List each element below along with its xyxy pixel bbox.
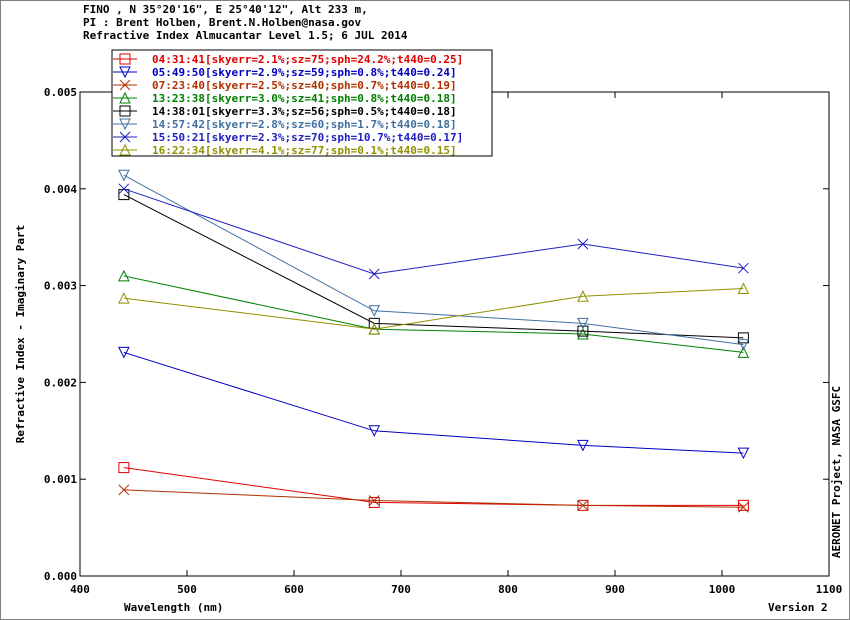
data-point-marker	[118, 292, 130, 304]
y-axis-label: Refractive Index - Imaginary Part	[14, 225, 27, 444]
legend-label: 16:22:34[skyerr=4.1%;sz=77;sph=0.1%;t440…	[152, 144, 457, 157]
data-point-marker	[737, 339, 750, 351]
data-point-marker	[118, 462, 130, 474]
data-point-marker	[577, 317, 589, 330]
data-point-marker	[737, 499, 749, 511]
x-tick-label: 900	[605, 583, 625, 596]
data-point-marker	[118, 169, 130, 182]
legend-entry: 04:31:41[skyerr=2.1%;sz=75;sph=24.2%;t44…	[113, 53, 463, 66]
legend-marker	[119, 91, 131, 104]
legend-label: 14:57:42[skyerr=2.8%;sz=60;sph=1.7%;t440…	[152, 118, 457, 131]
series-7	[118, 183, 749, 280]
legend: 04:31:41[skyerr=2.1%;sz=75;sph=24.2%;t44…	[111, 49, 493, 157]
data-point-marker	[577, 327, 589, 340]
data-point-marker	[118, 183, 130, 195]
y-tick-label: 0.000	[44, 570, 77, 583]
legend-label: 13:23:38[skyerr=3.0%;sz=41;sph=0.8%;t440…	[152, 92, 457, 105]
data-point-marker	[577, 439, 589, 452]
data-point-marker	[118, 189, 130, 201]
legend-entry: 14:57:42[skyerr=2.8%;sz=60;sph=1.7%;t440…	[113, 118, 457, 131]
version-text: Version 2	[768, 601, 828, 614]
legend-marker	[119, 105, 131, 117]
x-tick-label: 500	[177, 583, 197, 596]
data-point-marker	[577, 290, 589, 302]
data-point-marker	[118, 484, 130, 496]
series-2	[118, 346, 750, 460]
header-pi-line: PI : Brent Holben, Brent.N.Holben@nasa.g…	[83, 16, 362, 29]
data-point-marker	[368, 305, 381, 317]
x-axis-label: Wavelength (nm)	[124, 601, 223, 614]
legend-entry: 07:23:40[skyerr=2.5%;sz=40;sph=0.7%;t440…	[113, 79, 457, 92]
data-point-marker	[738, 262, 749, 274]
legend-box	[111, 49, 493, 157]
y-tick-label: 0.004	[44, 183, 77, 196]
series-layer	[118, 169, 750, 513]
y-tick-label: 0.003	[44, 280, 77, 293]
legend-label: 14:38:01[skyerr=3.3%;sz=56;sph=0.5%;t440…	[152, 105, 457, 118]
data-point-marker	[577, 325, 589, 337]
series-line	[123, 275, 744, 353]
legend-marker	[119, 53, 131, 65]
legend-label: 05:49:50[skyerr=2.9%;sz=59;sph=0.8%;t440…	[152, 66, 457, 79]
x-tick-label: 1000	[709, 583, 736, 596]
y-tick-label: 0.002	[44, 376, 77, 389]
x-tick-label: 400	[70, 583, 90, 596]
series-line	[123, 467, 744, 506]
series-line	[123, 194, 744, 339]
data-point-marker	[738, 501, 749, 513]
legend-marker	[119, 131, 131, 143]
legend-marker	[119, 143, 131, 156]
legend-label: 04:31:41[skyerr=2.1%;sz=75;sph=24.2%;t44…	[152, 53, 463, 66]
data-point-marker	[737, 282, 750, 295]
series-6	[118, 169, 750, 351]
data-point-marker	[737, 346, 750, 358]
data-point-marker	[368, 268, 380, 280]
data-point-marker	[368, 425, 381, 437]
data-point-marker	[368, 496, 380, 508]
data-point-marker	[577, 238, 589, 250]
legend-entry: 14:38:01[skyerr=3.3%;sz=56;sph=0.5%;t440…	[113, 105, 457, 118]
legend-entry: 05:49:50[skyerr=2.9%;sz=59;sph=0.8%;t440…	[113, 66, 457, 79]
series-line	[123, 288, 744, 330]
series-line	[123, 489, 744, 508]
legend-entry: 15:50:21[skyerr=2.3%;sz=70;sph=10.7%;t44…	[113, 131, 463, 144]
legend-label: 15:50:21[skyerr=2.3%;sz=70;sph=10.7%;t44…	[152, 131, 463, 144]
legend-marker	[119, 66, 131, 79]
y-tick-label: 0.001	[44, 473, 77, 486]
legend-marker	[119, 118, 131, 131]
header-site-line: FINO , N 35°20'16", E 25°40'12", Alt 233…	[83, 3, 368, 16]
data-point-marker	[118, 269, 130, 282]
series-1	[118, 462, 749, 511]
data-point-marker	[368, 495, 380, 506]
x-tick-label: 700	[391, 583, 411, 596]
aeronet-credit-text: AERONET Project, NASA GSFC	[830, 386, 843, 558]
x-tick-label: 1100	[816, 583, 843, 596]
x-tick-label: 600	[284, 583, 304, 596]
legend-label: 07:23:40[skyerr=2.5%;sz=40;sph=0.7%;t440…	[152, 79, 457, 92]
legend-marker	[119, 79, 131, 91]
series-3	[118, 484, 749, 513]
header-product-line: Refractive Index Almucantar Level 1.5; 6…	[83, 29, 408, 42]
series-8	[118, 282, 750, 335]
data-point-marker	[368, 317, 380, 329]
data-point-marker	[577, 499, 589, 511]
legend-entry: 16:22:34[skyerr=4.1%;sz=77;sph=0.1%;t440…	[113, 143, 457, 157]
x-tick-label: 800	[498, 583, 518, 596]
series-line	[123, 174, 744, 346]
data-point-marker	[118, 346, 130, 359]
data-point-marker	[737, 332, 749, 344]
series-line	[123, 188, 744, 275]
axes: 400 500 600 700 800 900 1000 1100 0.000 0.001 0.00…	[44, 86, 842, 596]
series-line	[123, 351, 744, 454]
y-tick-label: 0.005	[44, 86, 77, 99]
data-point-marker	[737, 447, 750, 460]
data-point-marker	[368, 323, 381, 335]
legend-entry: 13:23:38[skyerr=3.0%;sz=41;sph=0.8%;t440…	[113, 91, 457, 105]
